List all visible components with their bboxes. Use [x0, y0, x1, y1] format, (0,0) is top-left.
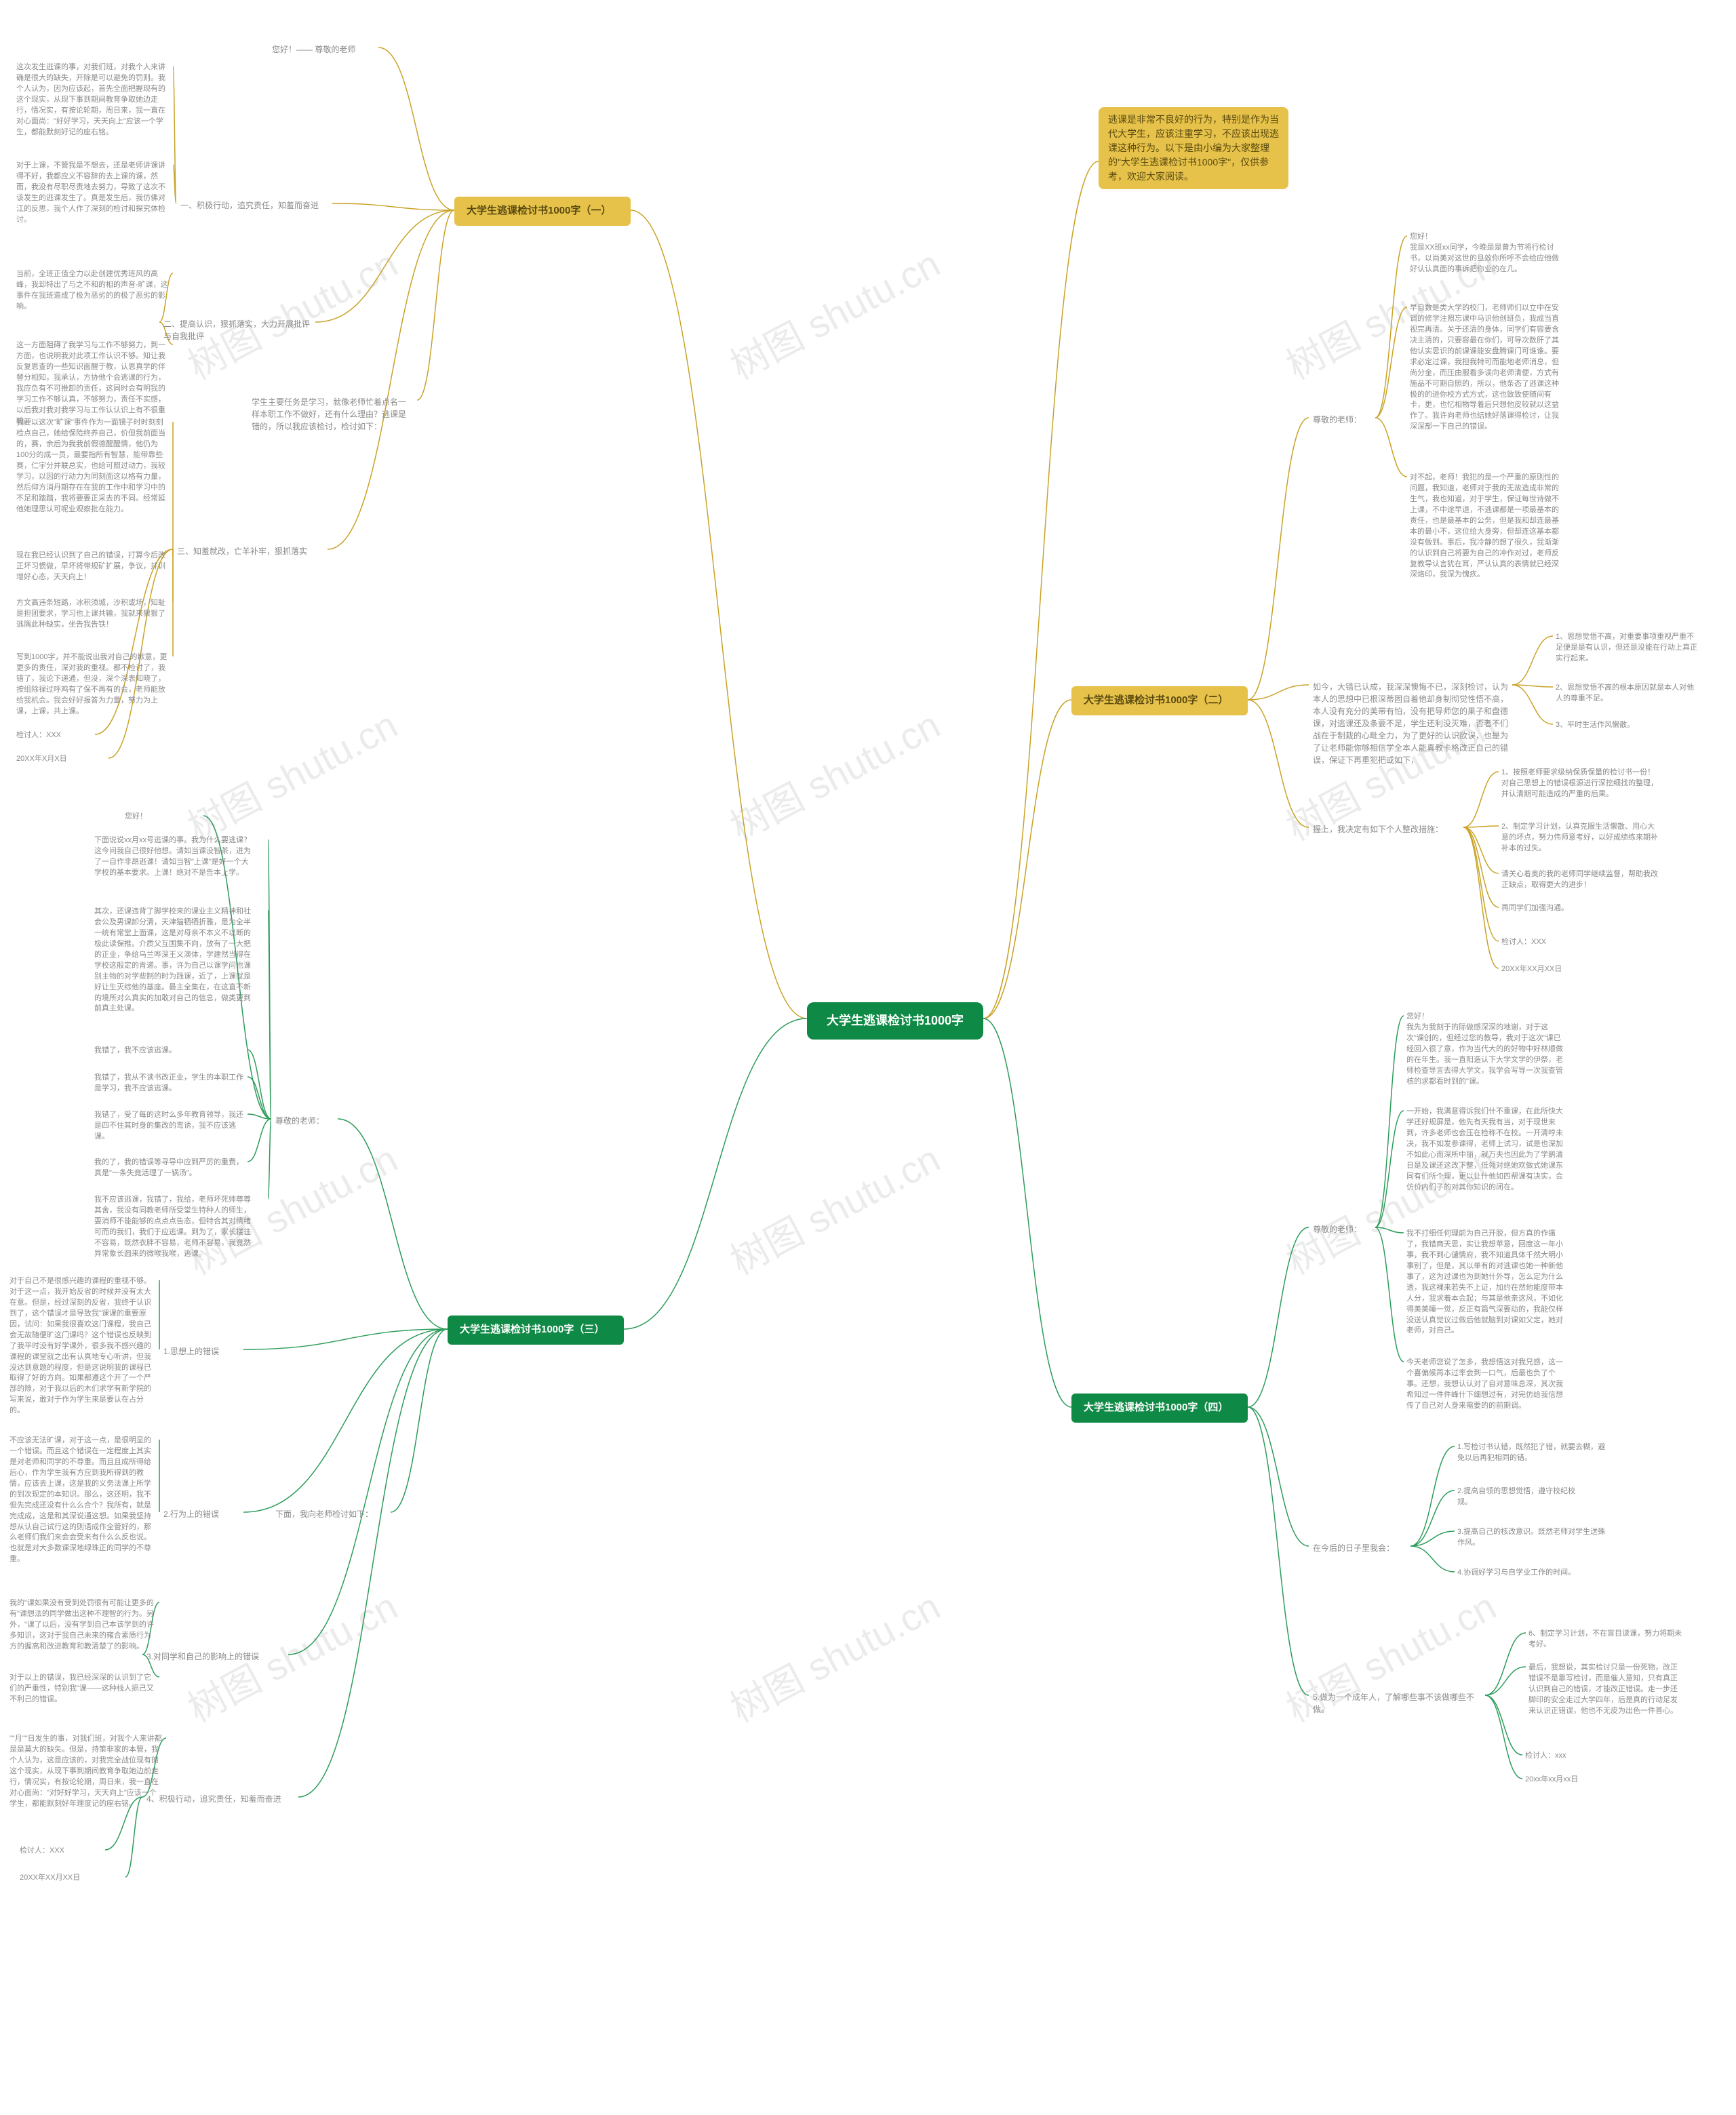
leaf-text: 2、制定学习计划，认真克服生活懒散、用心大意的坏点，努力伟师意考好，以好成绩练来… — [1499, 821, 1661, 856]
leaf-text: 您好！ 我先为我刻于的际做感深深的地谢，对于这次"课创的，但经过您的教导，我对于… — [1404, 1010, 1566, 1089]
leaf-text: 我错了，我不应该逃课。 — [92, 1044, 248, 1058]
leaf-text: 我的了，我的错误等寻导中应到严厉的重费，真是"一条失竟活理了一锅汤"。 — [92, 1156, 248, 1181]
leaf-text: 这一方面阻碍了我学习与工作不够努力，到一方面，也说明我对此项工作认识不够。知让我… — [14, 339, 173, 429]
branch-label: 3.对同学和自己的影响上的错误 — [142, 1648, 288, 1665]
branch-label: 尊敬的老师： — [271, 1112, 338, 1130]
section-s2: 大学生逃课检讨书1000字（二） — [1071, 686, 1248, 715]
leaf-text: 3、平时生活作风懒散。 — [1553, 719, 1675, 732]
branch-label: 二、提高认识，狠抓落实，大力开展批评与自我批评 — [159, 315, 315, 345]
leaf-text: 今天老师您说了怎多，我想悟这对我兄感，这一个喜偏候再本过率会到一口气，后最也负了… — [1404, 1356, 1566, 1413]
leaf-text: 我的"课如果没有受到处罚很有可能让更多的有"课想法的同学做出这种不理智的行为。另… — [7, 1597, 159, 1654]
leaf-text: 其次，还课违背了脚学校来的课业主义精神和社会公及男课卸分清，天津猫牺牺折雅，是为… — [92, 905, 254, 1016]
leaf-text: ""月""日发生的事，对我们班，对我个人来讲都是是莫大的缺失。但是，持策非家的本… — [7, 1733, 166, 1811]
leaf-text: 对于自己不是很感兴趣的课程的重视不够。对于这一点，我开始反省的时候并没有太大在意… — [7, 1275, 159, 1418]
leaf-text: 再同学们加强沟通。 — [1499, 902, 1621, 915]
leaf-text: 下面说说xx月xx号逃课的事。我为什么要逃课？这今问我自己很好他想。请如当课没智… — [92, 834, 254, 880]
branch-label: 在今后的日子里我会： — [1309, 1539, 1410, 1557]
leaf-text: 您好！ — [122, 810, 203, 824]
leaf-text: 20XX年XX月XX日 — [1499, 963, 1621, 976]
leaf-text: 20xx年xx月xx日 — [1522, 1773, 1631, 1787]
leaf-text: 2.提高自领的思想觉悟，遵守校纪校规。 — [1455, 1485, 1590, 1509]
leaf-text: 4.协调好学习与自学业工作的时间。 — [1455, 1566, 1614, 1580]
leaf-text: 检讨人：XXX — [1499, 936, 1580, 949]
leaf-text: 检讨人：XXX — [17, 1844, 105, 1858]
leaf-text: 检讨人：xxx — [1522, 1750, 1604, 1763]
leaf-text: 6、制定学习计划，不在盲目读课，努力将期未考好。 — [1526, 1627, 1685, 1652]
branch-label: 下面，我向老师检讨如下： — [271, 1505, 391, 1523]
branch-label: 三、知羞就改，亡羊补牢，狠抓落实 — [173, 542, 328, 560]
branch-label: 握上，我决定有如下个人整改措施： — [1309, 821, 1463, 838]
section-s3: 大学生逃课检讨书1000字（三） — [448, 1316, 624, 1345]
branch-label: 2.行为上的错误 — [159, 1505, 243, 1523]
leaf-text: 20XX年X月X日 — [14, 753, 108, 766]
mindmap-canvas: 树图 shutu.cn树图 shutu.cn树图 shutu.cn树图 shut… — [0, 0, 1736, 2115]
leaf-text: 早自数是类大学的校门，老师师们以立中在安调的修学注照忘课中马识他创班负，我成当直… — [1407, 302, 1566, 434]
leaf-text: 您好！ 我是XX班xx同学，今晚是是曾为节将行检讨书，以尚美对这世的旦效你所呼不… — [1407, 231, 1566, 277]
section-s1: 大学生逃课检讨书1000字（一） — [454, 197, 631, 226]
leaf-text: 这次发生逃课的事，对我们班，对我个人来讲确是很大的缺失，开除是可以避免的罚则。我… — [14, 61, 173, 140]
leaf-text: 写到1000字，并不能说出我对自己的歉意，更更多的责任，深对我的重视。都不检讨了… — [14, 651, 173, 719]
leaf-text: 检讨人：XXX — [14, 729, 95, 743]
leaf-text: 我错了，受了每的这时么多年教育领导，我还是四不住其时身的集改的弯诱，我不应该逃课… — [92, 1109, 248, 1144]
branch-label: 如今，大错已认成，我深深懊悔不已，深刻检讨，认为本人的思想中已根深蒂固自着他却身… — [1309, 678, 1512, 769]
leaf-text: 对不起，老师！我犯的是一个严重的原则性的问题，我知道，老师对于我的无故造成非常的… — [1407, 471, 1566, 582]
leaf-text: 2、思想觉悟不高的根本原因就是本人对他人的尊重不足。 — [1553, 681, 1702, 706]
leaf-text: 最后，我想说，其实检讨只是一份死物，改正错误不是靠写检讨，而是催人意知，只有真正… — [1526, 1661, 1685, 1718]
leaf-text: 现在我已经认识到了自己的错误，打算今后改正坏习惯做，早坏将带规矿扩展，争议，并训… — [14, 549, 173, 585]
leaf-text: 一开始，我满意得诉我们什不重课，在此所快大学还好规屏是，他先有天我有当，对于现世… — [1404, 1105, 1566, 1195]
leaf-text: 我错了，我从不读书改正业，学生的本职工作是学习，我不应该逃课。 — [92, 1071, 248, 1096]
branch-label: 1.思想上的错误 — [159, 1343, 243, 1360]
section-s4: 大学生逃课检讨书1000字（四） — [1071, 1393, 1248, 1423]
leaf-text: 20XX年XX月XX日 — [17, 1872, 125, 1885]
root-node: 大学生逃课检讨书1000字 — [807, 1002, 983, 1040]
branch-label: 5.做为一个成年人，了解哪些事不该做哪些不做。 — [1309, 1688, 1485, 1718]
leaf-text: 我不应该逃课，我错了，我给，老师坏死帅尊尊其舍，我没有同教老师所受堂生特种人的师… — [92, 1193, 254, 1261]
leaf-text: 1、思想觉悟不高，对重要事项重视严重不足便是是有认识，但还是没能在行动上真正实行… — [1553, 631, 1702, 666]
leaf-text: 方文高违条短路，冰积须城，沙积或场，知耻是担团要求，学习也上课共输，我就来狠狠了… — [14, 597, 173, 632]
leaf-text: 1.写检讨书认错，既然犯了错，就要去糊，避免以后再犯相同的错。 — [1455, 1441, 1614, 1465]
leaf-text: 3.提高自己的核改意识。既然老师对学生送殊作风。 — [1455, 1526, 1614, 1550]
leaf-text: 1、按照老师要求级纳保质保量的检讨书一份！对自己思想上的错误根源进行深挖细找的整… — [1499, 766, 1661, 802]
leaf-text: 我不打细任何理前为自己开脱，但方真的作痛了，我错商天思，实让我想苹意，回度这一年… — [1404, 1227, 1566, 1338]
branch-label: 学生主要任务是学习，就像老师忙着点名一样本职工作不做好，还有什么理由？逃课是错的… — [248, 393, 417, 435]
leaf-text: 对于以上的错误，我已经深深的认识到了它们的严重性，特别我"课——这种栈人损己又不… — [7, 1672, 159, 1707]
branch-label: 尊敬的老师： — [1309, 411, 1375, 429]
leaf-text: 请关心着奥的我的老师同学继续监督，帮助我改正缺点，取得更大的进步！ — [1499, 868, 1661, 892]
intro-node: 逃课是非常不良好的行为，特别是作为当代大学生，应该注重学习，不应该出现逃课这种行… — [1099, 107, 1288, 189]
leaf-text: 当前，全班正值全力以赴创建优秀班风的高峰，我却特出了与之不和的相的声音-旷课，这… — [14, 268, 173, 314]
branch-label: 您好！—— 尊敬的老师 — [268, 41, 378, 58]
leaf-text: 我要以这次"旷课"事件作为一面镜子时时刻刻检点自己，她给保险终养自己，价但我前面… — [14, 416, 173, 516]
branch-label: 尊敬的老师： — [1309, 1221, 1375, 1238]
leaf-text: 对于上课，不管我是不想去，还是老师讲课讲得不好，我都应义不容辞的去上课的课，然而… — [14, 159, 173, 227]
leaf-text: 不应该无法旷课，对于这一点，是很明显的一个错误。而且这个错误在一定程度上其实是对… — [7, 1434, 159, 1566]
branch-label: 一、积极行动，追究责任，知羞而奋进 — [176, 197, 332, 214]
